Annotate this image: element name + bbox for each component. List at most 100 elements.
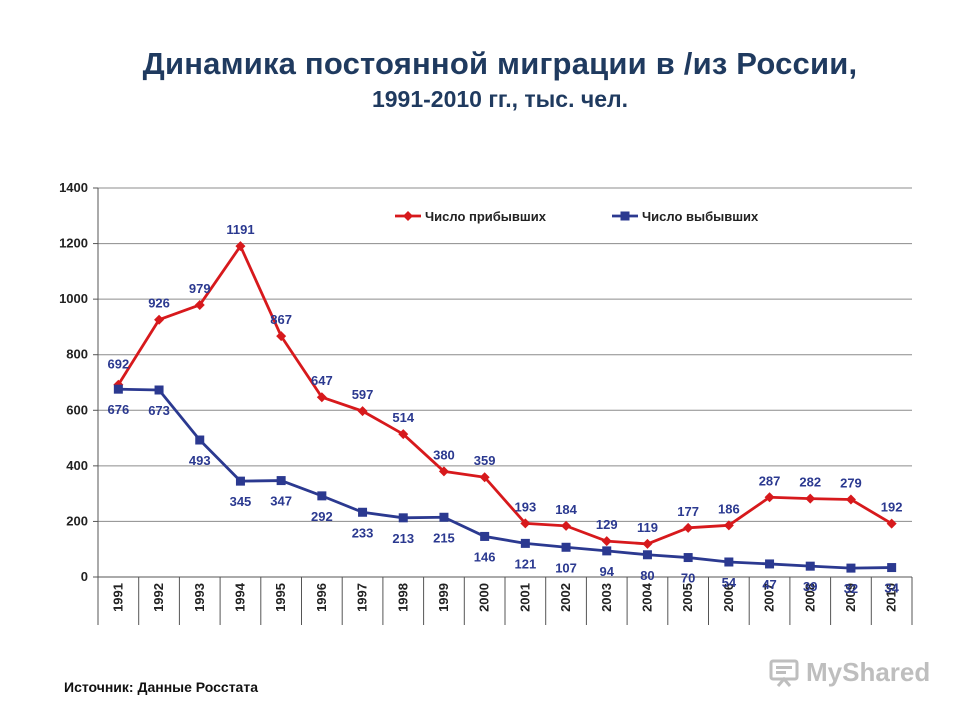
arrivals-data-label: 279 [840, 475, 862, 490]
y-tick-label: 1200 [59, 236, 88, 251]
arrivals-point [316, 392, 327, 403]
x-tick-label: 1992 [151, 583, 166, 612]
arrivals-data-label: 597 [352, 387, 374, 402]
arrivals-point [845, 494, 856, 505]
departures-line [118, 387, 892, 570]
arrivals-data-label: 926 [148, 296, 170, 311]
departures-data-label: 94 [600, 564, 615, 579]
departures-data-label: 80 [640, 568, 654, 583]
arrivals-data-label: 193 [514, 499, 536, 514]
series-lines [113, 241, 897, 573]
arrivals-data-label: 287 [759, 473, 781, 488]
departures-point [480, 531, 490, 541]
x-tick-label: 2002 [558, 583, 573, 612]
departures-point [724, 557, 734, 567]
arrivals-point [764, 492, 775, 503]
arrivals-data-label: 119 [637, 520, 658, 535]
x-tick-label: 1993 [192, 583, 207, 612]
arrivals-point [561, 520, 572, 531]
arrivals-data-label: 867 [270, 312, 292, 327]
x-tick-label: 2007 [762, 583, 777, 612]
departures-data-label: 47 [762, 577, 776, 592]
arrivals-data-label: 184 [555, 502, 577, 517]
arrivals-data-label: 979 [189, 281, 211, 296]
arrivals-data-label: 186 [718, 501, 740, 516]
departures-point [113, 384, 123, 394]
arrivals-point [683, 522, 694, 533]
arrivals-point [276, 331, 287, 342]
departures-point [439, 512, 449, 522]
arrivals-point [357, 406, 368, 417]
arrivals-data-label: 192 [881, 500, 903, 515]
arrivals-data-label: 1191 [226, 222, 254, 237]
x-tick-label: 2003 [599, 583, 614, 612]
departures-point [805, 561, 815, 571]
arrivals-point [601, 536, 612, 547]
legend-departures-label: Число выбывших [642, 209, 759, 224]
x-tick-label: 1997 [355, 583, 370, 612]
x-tick-label: 2008 [802, 583, 817, 612]
arrivals-point [235, 241, 246, 252]
arrivals-point [479, 472, 490, 483]
departures-data-label: 54 [722, 575, 737, 590]
arrivals-data-label: 692 [107, 357, 129, 372]
data-labels: 692 926 979 1191 867 647 597 514 380 359 193 184 129… [107, 222, 902, 596]
arrivals-data-label: 647 [311, 373, 333, 388]
arrivals-point [194, 299, 205, 310]
departures-point [195, 435, 205, 445]
arrivals-data-label: 359 [474, 453, 496, 468]
x-tick-label: 2005 [680, 583, 695, 612]
departures-point [642, 550, 652, 560]
legend-arrivals-label: Число прибывших [425, 209, 547, 224]
x-tick-label: 2001 [517, 583, 532, 612]
y-tick-label: 0 [81, 569, 88, 584]
departures-point [683, 553, 693, 563]
grid-lines [98, 187, 912, 578]
arrivals-data-label: 282 [799, 475, 821, 490]
arrivals-point [642, 538, 653, 549]
departures-data-label: 233 [352, 525, 374, 540]
arrivals-point [723, 520, 734, 531]
departures-data-label: 676 [107, 402, 129, 417]
departures-data-label: 493 [189, 453, 211, 468]
y-tick-label: 1400 [59, 180, 88, 195]
arrivals-line [117, 244, 893, 546]
y-tick-label: 1000 [59, 291, 88, 306]
x-tick-label: 2004 [639, 582, 654, 612]
departures-point [235, 476, 245, 486]
arrivals-point [154, 314, 165, 325]
y-tick-label: 800 [66, 347, 88, 362]
x-tick-label: 2009 [843, 583, 858, 612]
departures-data-label: 70 [681, 571, 695, 586]
departures-data-label: 146 [474, 549, 496, 564]
watermark-text: MyShared [806, 656, 931, 687]
departures-point [846, 563, 856, 573]
departures-point [602, 546, 612, 556]
departures-data-label: 39 [803, 579, 817, 594]
presentation-icon [769, 659, 799, 687]
arrivals-data-label: 129 [596, 517, 618, 532]
arrivals-data-label: 514 [392, 410, 414, 425]
axes: 0 200 400 600 800 1000 1200 1400 1991 1992 1993 199… [59, 180, 913, 625]
arrivals-point [398, 429, 409, 440]
y-tick-label: 600 [66, 402, 88, 417]
x-tick-label: 2010 [884, 583, 899, 612]
x-tick-label: 1996 [314, 583, 329, 612]
arrivals-point [886, 518, 897, 529]
departures-point [765, 559, 775, 569]
departures-point [561, 542, 571, 552]
departures-point [887, 563, 897, 573]
x-tick-label: 1999 [436, 583, 451, 612]
y-tick-label: 200 [66, 513, 88, 528]
departures-data-label: 215 [433, 530, 455, 545]
departures-point [154, 385, 164, 395]
departures-point [398, 513, 408, 523]
x-tick-label: 1991 [110, 583, 125, 612]
departures-data-label: 213 [392, 531, 414, 546]
departures-data-label: 121 [514, 556, 536, 571]
chart-title: Динамика постоянной миграции в /из Росси… [142, 46, 858, 81]
departures-point [358, 507, 368, 517]
source-note: Источник: Данные Росстата [64, 679, 258, 695]
departures-data-label: 347 [270, 494, 292, 509]
